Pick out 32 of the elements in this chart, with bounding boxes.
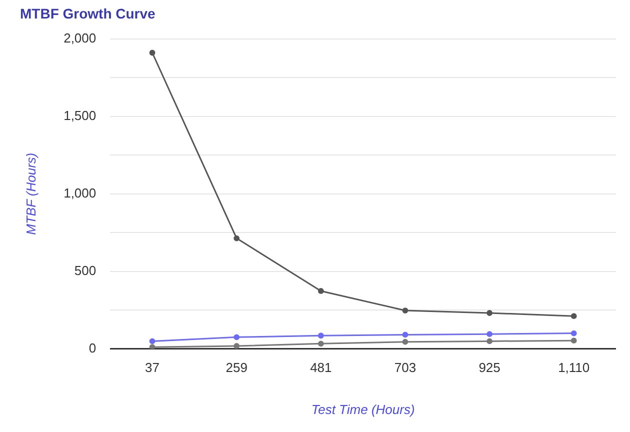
x-tick-label: 481 — [310, 360, 332, 376]
point — [149, 344, 156, 349]
point — [318, 340, 324, 347]
point — [486, 331, 492, 338]
x-tick-label: 703 — [394, 360, 416, 376]
x-tick-label: 259 — [226, 360, 248, 376]
point — [234, 235, 240, 242]
x-axis-title: Test Time (Hours) — [311, 402, 415, 417]
y-tick-label: 500 — [74, 262, 96, 278]
point — [402, 338, 408, 345]
point — [486, 310, 492, 316]
point — [402, 308, 408, 314]
x-tick-label: 1,110 — [558, 360, 590, 376]
chart-title: MTBF Growth Curve — [20, 5, 156, 22]
point — [570, 338, 577, 344]
y-tick-label: 1,500 — [64, 108, 96, 123]
y-tick-label: 2,000 — [64, 30, 96, 46]
point — [570, 313, 577, 320]
point — [234, 343, 240, 349]
x-tick-label: 925 — [478, 360, 500, 376]
point — [318, 288, 324, 294]
point — [318, 332, 324, 339]
y-tick-label: 0 — [88, 340, 96, 356]
point — [234, 334, 240, 340]
point — [149, 50, 156, 56]
point — [570, 330, 577, 336]
x-tick-label: 37 — [145, 360, 160, 376]
y-tick-label: 1,000 — [64, 185, 96, 200]
point — [486, 338, 492, 344]
y-axis-title: MTBF (Hours) — [23, 152, 38, 235]
point — [402, 332, 408, 338]
point — [149, 338, 156, 344]
